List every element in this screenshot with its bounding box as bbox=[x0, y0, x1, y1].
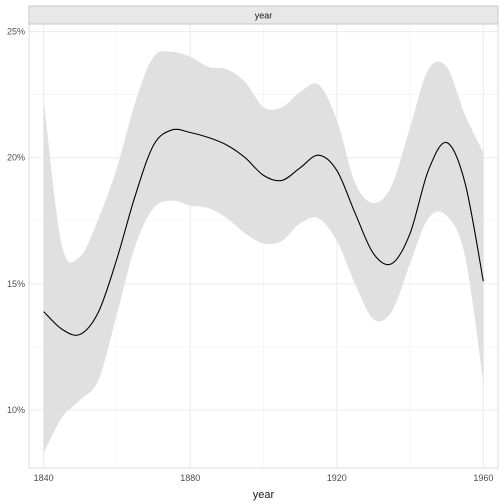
x-tick-label: 1840 bbox=[34, 473, 54, 483]
y-tick-label: 25% bbox=[7, 27, 25, 37]
y-tick-label: 20% bbox=[7, 153, 25, 163]
facet-strip-background bbox=[28, 5, 499, 25]
x-axis-tick-labels: 1840 1880 1920 1960 bbox=[34, 473, 494, 483]
y-tick-label: 10% bbox=[7, 405, 25, 415]
confidence-band bbox=[43, 51, 484, 453]
y-tick-label: 15% bbox=[7, 279, 25, 289]
facet-strip-label: year bbox=[255, 11, 273, 21]
x-axis-title: year bbox=[253, 489, 275, 501]
x-tick-label: 1920 bbox=[327, 473, 347, 483]
y-axis-tick-labels: 10% 15% 20% 25% bbox=[7, 27, 25, 415]
x-tick-label: 1960 bbox=[473, 473, 493, 483]
trend-line bbox=[43, 128, 484, 336]
facet-strip: year bbox=[28, 5, 499, 25]
x-tick-label: 1880 bbox=[180, 473, 200, 483]
